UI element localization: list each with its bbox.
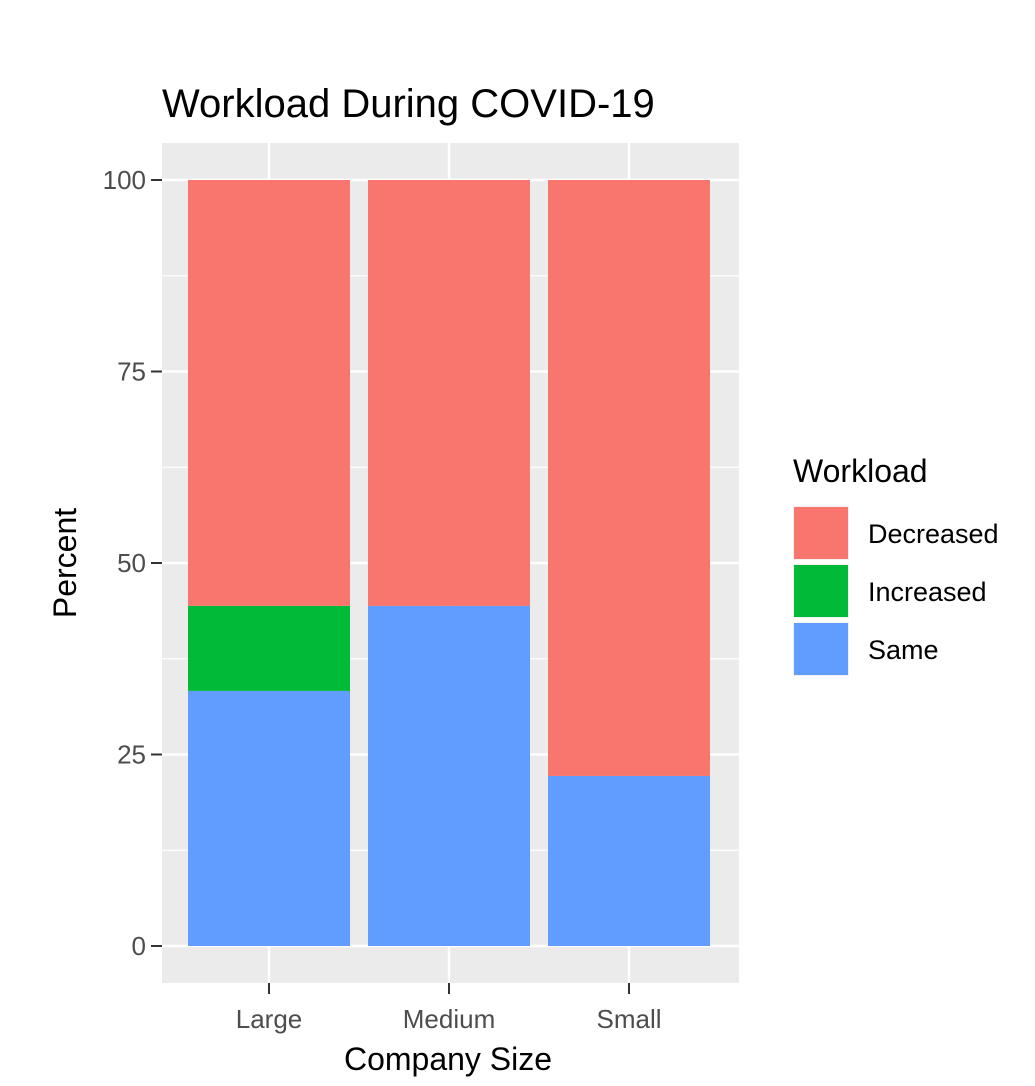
bar-medium-decreased — [368, 180, 530, 606]
x-tick-label: Large — [236, 1004, 303, 1034]
legend-swatch-increased — [794, 565, 848, 617]
legend-swatch-decreased — [794, 507, 848, 559]
x-tick-label: Medium — [403, 1004, 495, 1034]
y-tick-label: 100 — [103, 165, 146, 195]
legend-title: Workload — [793, 453, 928, 489]
x-tick-label: Small — [596, 1004, 661, 1034]
x-axis: Large Medium Small — [236, 983, 662, 1034]
y-axis: 0 25 50 75 100 — [103, 165, 162, 961]
x-axis-title: Company Size — [344, 1041, 552, 1077]
y-tick-label: 50 — [117, 548, 146, 578]
chart-title: Workload During COVID-19 — [162, 82, 655, 126]
legend: Workload Decreased Increased Same — [793, 453, 999, 676]
bar-large-decreased — [188, 180, 350, 606]
y-tick-label: 75 — [117, 357, 146, 387]
y-axis-title: Percent — [47, 508, 83, 618]
bar-small-same — [548, 775, 710, 946]
y-tick-label: 0 — [132, 931, 146, 961]
legend-label-decreased: Decreased — [868, 519, 999, 549]
bar-medium-same — [368, 605, 530, 946]
legend-swatch-same — [794, 623, 848, 675]
y-tick-label: 25 — [117, 740, 146, 770]
legend-label-same: Same — [868, 635, 939, 665]
bar-large-increased — [188, 605, 350, 691]
bars — [188, 180, 710, 946]
bar-small-decreased — [548, 180, 710, 776]
bar-large-same — [188, 690, 350, 946]
legend-label-increased: Increased — [868, 577, 987, 607]
